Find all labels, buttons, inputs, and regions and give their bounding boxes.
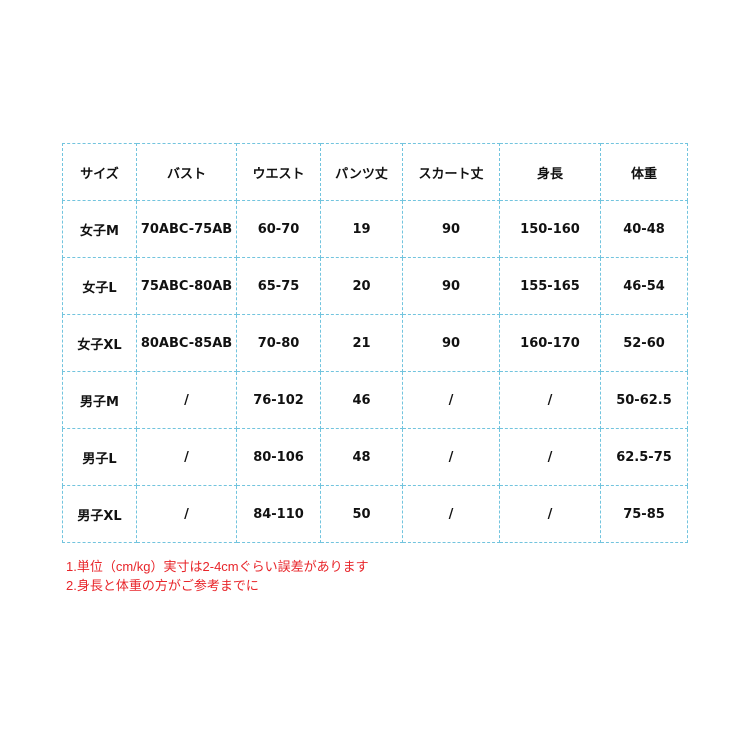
table-cell: 20: [320, 257, 403, 315]
table-cell: /: [136, 371, 237, 429]
table-cell: 80ABC-85AB: [136, 314, 237, 372]
table-cell: 60-70: [236, 200, 321, 258]
table-cell: 70ABC-75AB: [136, 200, 237, 258]
table-row: 男子M/76-102 46//50-62.5: [62, 371, 688, 429]
table-cell: 40-48: [600, 200, 688, 258]
table-row: 男子XL/84-110 50//75-85: [62, 485, 688, 543]
header-cell: サイズ: [62, 143, 137, 201]
table-cell: 男子M: [62, 371, 137, 429]
table-cell: 21: [320, 314, 403, 372]
table-cell: 46: [320, 371, 403, 429]
table-row: 女子M 70ABC-75AB 60-70 19 90 150-160 40-48: [62, 200, 688, 258]
table-cell: 65-75: [236, 257, 321, 315]
table-cell: 48: [320, 428, 403, 486]
table-cell: 75ABC-80AB: [136, 257, 237, 315]
table-cell: /: [499, 371, 601, 429]
table-cell: 150-160: [499, 200, 601, 258]
table-cell: /: [402, 371, 500, 429]
table-cell: 90: [402, 200, 500, 258]
table-cell: 50-62.5: [600, 371, 688, 429]
header-cell: 体重: [600, 143, 688, 201]
table-cell: 76-102: [236, 371, 321, 429]
table-cell: /: [499, 428, 601, 486]
table-cell: /: [499, 485, 601, 543]
table-cell: 155-165: [499, 257, 601, 315]
table-cell: 19: [320, 200, 403, 258]
table-cell: 90: [402, 314, 500, 372]
size-chart-table: サイズ バスト ウエスト パンツ丈 スカート丈 身長 体重 女子M 70ABC-75AB 60-7…: [62, 143, 688, 543]
table-cell: 80-106: [236, 428, 321, 486]
header-cell: バスト: [136, 143, 237, 201]
note-unit: 1.単位（cm/kg）実寸は2-4cmぐらい誤差があります: [66, 559, 369, 574]
table-cell: 52-60: [600, 314, 688, 372]
table-row: 女子L 75ABC-80AB 65-75 20 90 155-165 46-54: [62, 257, 688, 315]
table-cell: 70-80: [236, 314, 321, 372]
header-cell: スカート丈: [402, 143, 500, 201]
table-cell: /: [136, 485, 237, 543]
table-cell: 50: [320, 485, 403, 543]
table-cell: /: [402, 485, 500, 543]
table-cell: 46-54: [600, 257, 688, 315]
table-cell: 62.5-75: [600, 428, 688, 486]
table-row: 女子XL 80ABC-85AB 70-80 21 90 160-170 52-60: [62, 314, 688, 372]
header-cell: ウエスト: [236, 143, 321, 201]
table-cell: 84-110: [236, 485, 321, 543]
table-cell: 女子M: [62, 200, 137, 258]
header-cell: 身長: [499, 143, 601, 201]
table-cell: /: [136, 428, 237, 486]
notes: 1.単位（cm/kg）実寸は2-4cmぐらい誤差があります 2.身長と体重の方が…: [66, 557, 369, 595]
header-row: サイズ バスト ウエスト パンツ丈 スカート丈 身長 体重: [62, 143, 688, 201]
table-cell: 女子XL: [62, 314, 137, 372]
table-cell: /: [402, 428, 500, 486]
table-cell: 女子L: [62, 257, 137, 315]
table-cell: 75-85: [600, 485, 688, 543]
header-cell: パンツ丈: [320, 143, 403, 201]
table-cell: 90: [402, 257, 500, 315]
table-cell: 男子XL: [62, 485, 137, 543]
table-cell: 160-170: [499, 314, 601, 372]
note-reference: 2.身長と体重の方がご参考までに: [66, 578, 259, 593]
table-row: 男子L/80-106 48//62.5-75: [62, 428, 688, 486]
table-cell: 男子L: [62, 428, 137, 486]
